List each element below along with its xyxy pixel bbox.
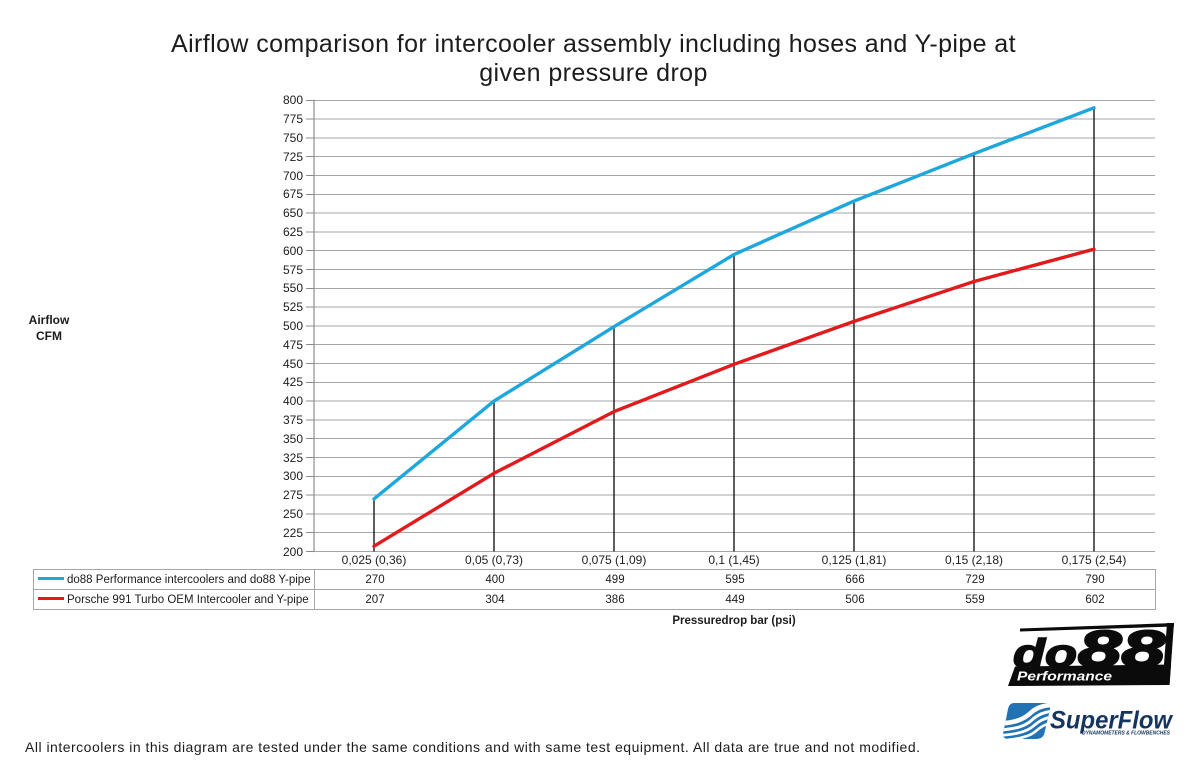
svg-text:do: do [1013, 632, 1077, 676]
svg-text:DYNAMOMETERS & FLOWBENCHES: DYNAMOMETERS & FLOWBENCHES [1082, 731, 1171, 737]
svg-text:SuperFlow: SuperFlow [1050, 707, 1173, 735]
svg-text:88: 88 [1078, 621, 1165, 679]
svg-text:Performance: Performance [1017, 669, 1112, 684]
